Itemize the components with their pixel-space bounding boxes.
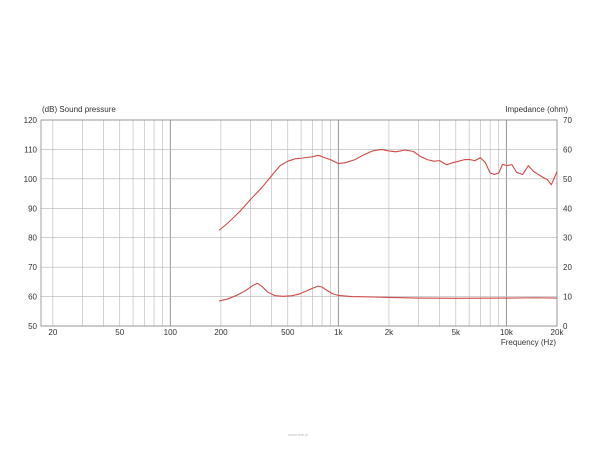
right-axis-title: Impedance (ohm): [505, 105, 568, 114]
left-tick-label: 120: [24, 116, 38, 125]
impedance-line: [218, 282, 558, 302]
left-tick-label: 50: [28, 322, 37, 331]
x-tick-label: 100: [164, 328, 178, 337]
horizontal-gridlines: [41, 119, 557, 327]
left-tick-label: 100: [24, 175, 38, 184]
x-tick-label: 20: [48, 328, 57, 337]
left-tick-label: 110: [24, 145, 37, 154]
left-tick-labels: 50 60 70 80 90 100 110 120: [24, 116, 38, 331]
x-tick-label: 1k: [334, 328, 343, 337]
right-tick-label: 70: [563, 116, 572, 125]
sound-pressure-line: [218, 148, 558, 231]
left-tick-label: 80: [28, 234, 37, 243]
right-tick-label: 60: [563, 145, 572, 154]
right-tick-label: 40: [563, 204, 572, 213]
right-tick-label: 50: [563, 175, 572, 184]
watermark: www.tele.pl: [288, 432, 309, 437]
x-axis-title: Frequency (Hz): [501, 338, 556, 347]
x-tick-label: 20k: [551, 328, 565, 337]
right-tick-label: 10: [563, 293, 572, 302]
right-tick-label: 30: [563, 234, 572, 243]
left-axis-title: (dB) Sound pressure: [42, 105, 116, 114]
series-layer: [218, 148, 558, 302]
x-tick-label: 5k: [452, 328, 461, 337]
x-tick-label: 50: [115, 328, 124, 337]
right-tick-label: 20: [563, 263, 572, 272]
plot-frame: [40, 119, 558, 327]
x-tick-label: 2k: [385, 328, 394, 337]
left-tick-label: 70: [28, 263, 37, 272]
right-tick-labels: 0 10 20 30 40 50 60 70: [563, 116, 572, 331]
left-tick-label: 60: [28, 293, 37, 302]
x-tick-label: 10k: [500, 328, 514, 337]
x-tick-label: 500: [281, 328, 295, 337]
x-tick-labels: 20 50 100 200 500 1k 2k 5k 10k 20k: [48, 328, 564, 337]
vertical-gridlines: [52, 120, 558, 326]
left-tick-label: 90: [28, 204, 37, 213]
right-tick-label: 0: [563, 322, 568, 331]
x-tick-label: 200: [214, 328, 228, 337]
